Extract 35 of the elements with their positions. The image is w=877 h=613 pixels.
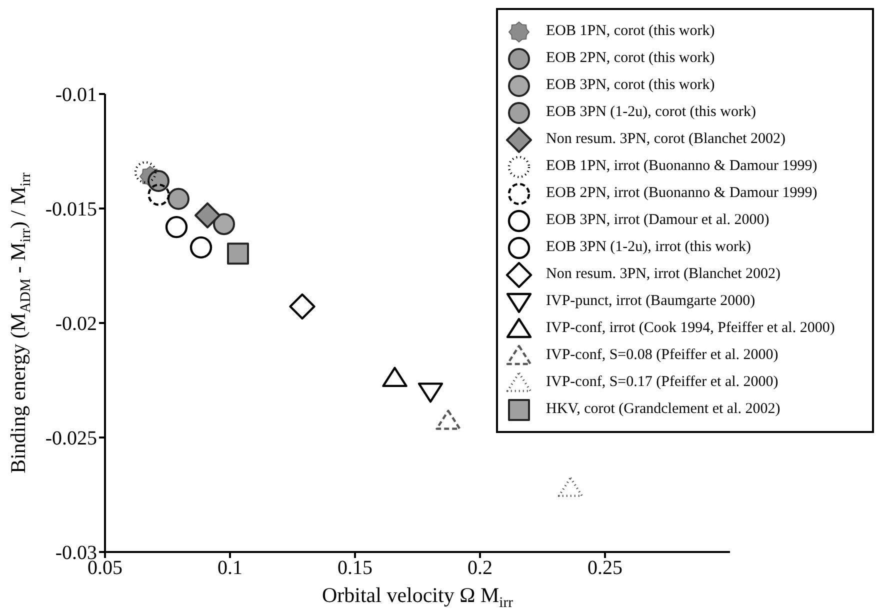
- x-tick-label: 0.25: [588, 557, 622, 580]
- point: [148, 184, 170, 206]
- point: [227, 242, 249, 265]
- legend-label: EOB 1PN, irrot (Buonanno & Damour 1999): [546, 158, 818, 175]
- x-axis-title: Orbital velocity Ω M$_{irr}$: [322, 583, 514, 610]
- y-tick-label: -0.015: [45, 198, 97, 221]
- legend-label: EOB 3PN (1-2u), irrot (this work): [546, 239, 751, 256]
- legend-label: EOB 3PN (1-2u), corot (this work): [546, 104, 756, 121]
- legend-label: IVP-conf, S=0.08 (Pfeiffer et al. 2000): [546, 347, 778, 364]
- point: [148, 170, 170, 192]
- point: [194, 202, 220, 228]
- point: [165, 216, 188, 238]
- legend-label: Non resum. 3PN, corot (Blanchet 2002): [546, 131, 786, 148]
- point: [213, 213, 235, 236]
- legend-label: IVP-conf, irrot (Cook 1994, Pfeiffer et al. 2000): [546, 320, 835, 337]
- point: [190, 236, 212, 259]
- point: [382, 366, 408, 388]
- legend-label: EOB 2PN, irrot (Buonanno & Damour 1999): [546, 185, 818, 202]
- y-tick-label: -0.01: [55, 84, 97, 106]
- legend-label: HKV, corot (Grandclement et al. 2002): [546, 401, 780, 418]
- y-tick-label: -0.02: [55, 313, 97, 336]
- point: [436, 410, 461, 430]
- x-tick-label: 0.2: [468, 557, 492, 580]
- y-tick-label: -0.025: [45, 428, 97, 450]
- point: [168, 188, 190, 210]
- point: [289, 293, 316, 320]
- x-tick-label: 0.1: [218, 557, 242, 580]
- legend-label: IVP-punct, irrot (Baumgarte 2000): [546, 293, 756, 310]
- legend-label: IVP-conf, S=0.17 (Pfeiffer et al. 2000): [546, 374, 778, 391]
- legend-label: EOB 2PN, corot (this work): [546, 50, 715, 67]
- legend-label: EOB 3PN, irrot (Damour et al. 2000): [546, 212, 770, 229]
- x-tick-label: 0.15: [338, 557, 372, 580]
- legend-label: Non resum. 3PN, irrot (Blanchet 2002): [546, 266, 781, 283]
- legend-label: EOB 1PN, corot (this work): [546, 23, 715, 40]
- legend-label: EOB 3PN, corot (this work): [546, 77, 715, 94]
